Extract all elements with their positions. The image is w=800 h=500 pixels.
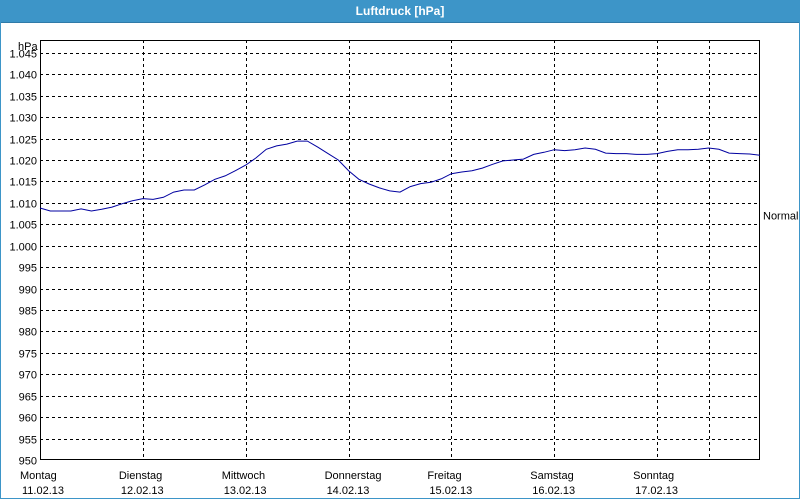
x-tick-weekday: Donnerstag <box>325 470 382 482</box>
y-tick-label: 985 <box>19 306 37 318</box>
chart-title: Luftdruck [hPa] <box>355 4 445 18</box>
y-tick-labels: 950 955 960 965 970 975 980 985 990 995 1.000 1.005… <box>9 49 37 468</box>
y-tick-label: 1.000 <box>9 242 37 254</box>
y-tick-label: 960 <box>19 413 37 425</box>
x-tick-weekday: Samstag <box>530 470 573 482</box>
x-tick-date: 15.02.13 <box>429 485 472 497</box>
x-tick-date: 14.02.13 <box>327 485 370 497</box>
series-lines <box>39 140 761 212</box>
chart-title-bar: Luftdruck [hPa] <box>0 0 800 23</box>
axes <box>40 40 760 460</box>
x-tick-date: 13.02.13 <box>224 485 267 497</box>
x-tick-weekday: Dienstag <box>119 470 162 482</box>
y-tick-label: 1.040 <box>9 70 37 82</box>
x-tick-date: 12.02.13 <box>121 485 164 497</box>
grid-lines <box>40 40 760 460</box>
plot-border <box>40 40 760 460</box>
y-tick-label: 1.025 <box>9 135 37 147</box>
x-tick-weekday: Montag <box>20 470 57 482</box>
y-tick-label: 975 <box>19 349 37 361</box>
x-tick-weekday: Sonntag <box>633 470 674 482</box>
x-tick-weekday: Mittwoch <box>222 470 265 482</box>
y-tick-label: 1.030 <box>9 113 37 125</box>
y-tick-label: 990 <box>19 285 37 297</box>
y-tick-label: 995 <box>19 263 37 275</box>
y-tick-label: 1.020 <box>9 156 37 168</box>
normal-reference-label: Normal <box>763 211 798 223</box>
x-tick-date: 16.02.13 <box>532 485 575 497</box>
y-tick-label: 1.015 <box>9 177 37 189</box>
y-tick-label: 980 <box>19 327 37 339</box>
y-tick-label: 955 <box>19 435 37 447</box>
x-tick-weekday: Freitag <box>427 470 461 482</box>
y-tick-label: 1.045 <box>9 49 37 61</box>
y-axis-unit-label: hPa <box>18 41 38 53</box>
pressure-series-line <box>39 140 761 212</box>
y-tick-label: 1.005 <box>9 220 37 232</box>
x-tick-date: 11.02.13 <box>22 485 64 497</box>
x-tick-date: 17.02.13 <box>635 485 678 497</box>
y-tick-label: 1.010 <box>9 199 37 211</box>
y-tick-label: 1.035 <box>9 92 37 104</box>
y-tick-label: 965 <box>19 392 37 404</box>
x-tick-labels: Montag 11.02.13 Dienstag 12.02.13 Mittwoch 13… <box>20 470 678 497</box>
y-tick-label: 950 <box>19 456 37 468</box>
y-tick-label: 970 <box>19 370 37 382</box>
